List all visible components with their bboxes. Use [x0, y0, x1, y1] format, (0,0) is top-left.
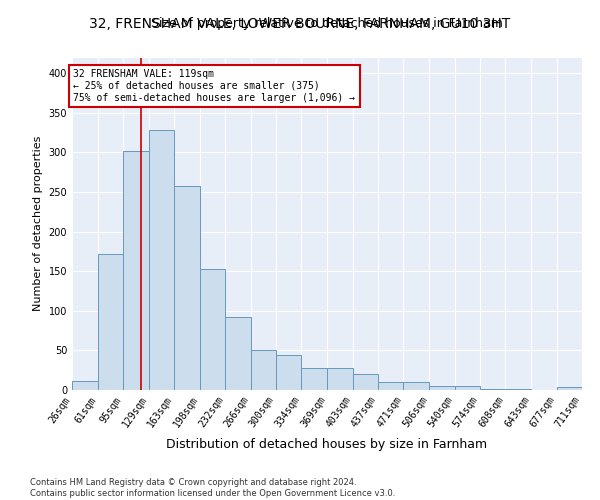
Title: Size of property relative to detached houses in Farnham: Size of property relative to detached ho… — [151, 17, 503, 30]
Bar — [353, 374, 378, 390]
Bar — [328, 368, 353, 390]
Text: Contains HM Land Registry data © Crown copyright and database right 2024.
Contai: Contains HM Land Registry data © Crown c… — [30, 478, 395, 498]
Text: 32, FRENSHAM VALE, LOWER BOURNE, FARNHAM, GU10 3HT: 32, FRENSHAM VALE, LOWER BOURNE, FARNHAM… — [89, 18, 511, 32]
Text: 32 FRENSHAM VALE: 119sqm
← 25% of detached houses are smaller (375)
75% of semi-: 32 FRENSHAM VALE: 119sqm ← 25% of detach… — [73, 70, 355, 102]
Bar — [98, 254, 124, 390]
Bar — [251, 350, 276, 390]
Bar — [455, 386, 480, 390]
Bar — [505, 389, 532, 390]
Bar — [403, 382, 430, 390]
Bar — [430, 386, 455, 390]
Bar — [124, 151, 149, 390]
Bar — [276, 355, 301, 390]
Bar — [226, 317, 251, 390]
Bar — [301, 368, 328, 390]
Bar — [480, 389, 505, 390]
Bar — [174, 186, 200, 390]
Bar — [149, 130, 174, 390]
Bar — [200, 269, 226, 390]
Y-axis label: Number of detached properties: Number of detached properties — [33, 136, 43, 312]
Bar — [378, 382, 403, 390]
Bar — [557, 387, 582, 390]
X-axis label: Distribution of detached houses by size in Farnham: Distribution of detached houses by size … — [166, 438, 488, 451]
Bar — [72, 380, 98, 390]
